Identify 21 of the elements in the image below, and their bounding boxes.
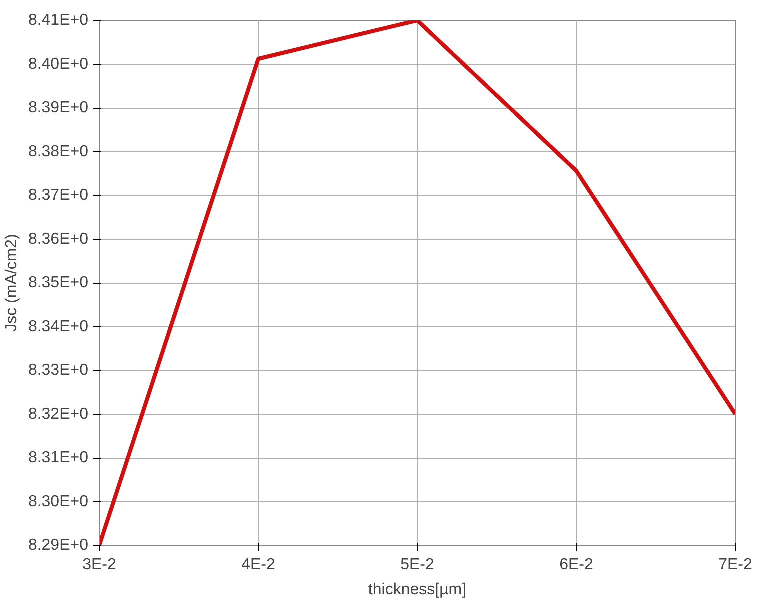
y-axis-title: Jsc (mA/cm2) — [3, 234, 20, 332]
x-tick-label: 3E-2 — [82, 556, 116, 574]
line-series — [100, 20, 736, 546]
y-tick-label: 8.32E+0 — [28, 406, 89, 423]
y-tick-label: 8.34E+0 — [28, 318, 89, 336]
y-tick-label: 8.31E+0 — [28, 450, 89, 466]
x-tick-label: 5E-2 — [400, 556, 434, 574]
y-tick-label: 8.37E+0 — [28, 187, 89, 204]
y-tick-label: 8.40E+0 — [28, 56, 89, 73]
y-tick-label: 8.30E+0 — [28, 493, 89, 510]
y-tick-label: 8.35E+0 — [28, 274, 89, 292]
y-tick-label: 8.41E+0 — [28, 12, 89, 29]
y-tick-label: 8.38E+0 — [28, 143, 89, 160]
y-tick-label: 8.36E+0 — [28, 230, 89, 248]
y-tick-label: 8.29E+0 — [28, 537, 89, 554]
x-tick-label: 7E-2 — [718, 556, 752, 574]
x-tick-label: 6E-2 — [560, 556, 594, 574]
x-axis-title: thickness[µm] — [368, 582, 467, 598]
y-tick-label: 8.39E+0 — [28, 100, 89, 116]
y-tick-label: 8.33E+0 — [28, 362, 89, 379]
x-tick-label: 4E-2 — [242, 556, 276, 574]
